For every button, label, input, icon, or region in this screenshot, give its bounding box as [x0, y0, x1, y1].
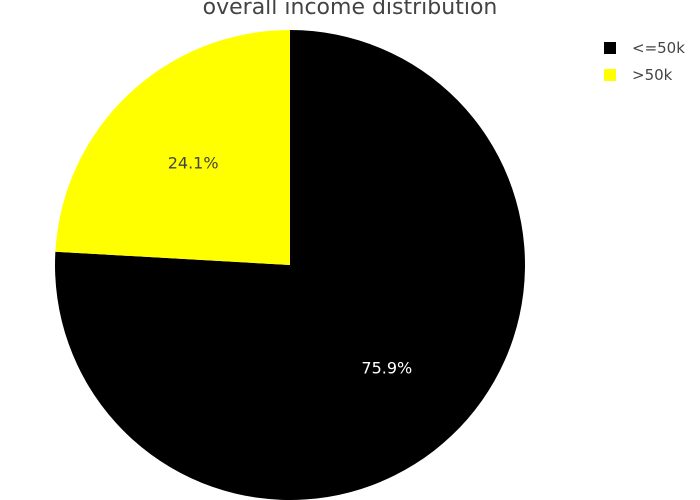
legend: <=50k >50k	[604, 39, 685, 84]
pie-slice-labels: 75.9% 24.1%	[168, 154, 413, 378]
legend-item-le-50k[interactable]: <=50k	[604, 39, 685, 57]
chart-title: overall income distribution	[203, 0, 498, 20]
legend-label-le-50k: <=50k	[632, 39, 685, 57]
slice-label-le-50k: 75.9%	[361, 358, 412, 377]
legend-item-gt-50k[interactable]: >50k	[604, 66, 673, 84]
legend-swatch-le-50k	[604, 42, 616, 54]
legend-swatch-gt-50k	[604, 69, 616, 81]
pie-slice-gt-50k[interactable]	[55, 30, 290, 265]
pie-slice-le-50k[interactable]	[55, 30, 525, 500]
slice-label-gt-50k: 24.1%	[168, 154, 219, 173]
legend-label-gt-50k: >50k	[632, 66, 673, 84]
pie-slices	[55, 30, 525, 500]
